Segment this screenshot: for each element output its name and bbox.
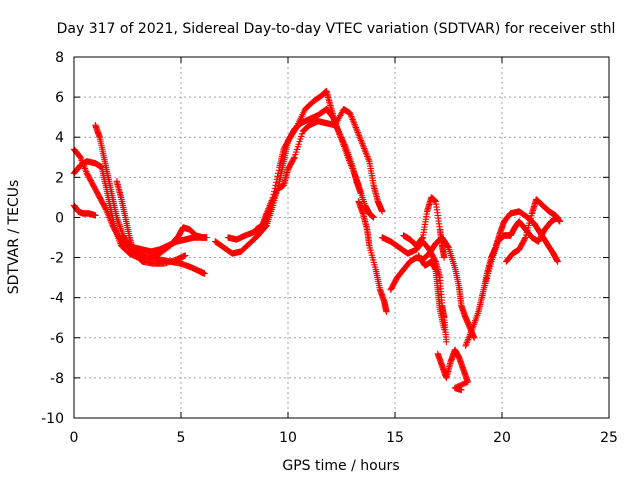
x-tick-label: 0 — [70, 430, 79, 446]
data-point — [431, 257, 439, 264]
series-track-m — [434, 346, 471, 394]
y-tick-label: 6 — [55, 90, 64, 106]
series-track-i — [355, 198, 390, 315]
series-track-o — [481, 214, 561, 289]
data-point — [201, 270, 208, 277]
data-point — [292, 124, 300, 132]
chart-title: Day 317 of 2021, Sidereal Day-to-day VTE… — [57, 21, 616, 37]
y-tick-labels: -10 -8 -6 -4 -2 0 2 4 6 8 — [41, 50, 64, 427]
data-point — [383, 308, 390, 315]
series-track-c — [70, 202, 99, 219]
y-tick-label: 8 — [55, 50, 64, 66]
data-point — [458, 386, 465, 394]
y-tick-label: -8 — [50, 371, 64, 387]
series-track-h — [252, 105, 386, 233]
series-track-g — [224, 87, 377, 243]
x-tick-labels: 0 5 10 15 20 25 — [70, 430, 618, 446]
data-point — [199, 234, 206, 241]
data-point — [182, 252, 189, 259]
data-point — [444, 243, 452, 250]
data-point — [470, 334, 478, 341]
data-point — [290, 155, 297, 162]
plot-frame — [73, 56, 610, 419]
y-tick-label: -2 — [50, 251, 64, 267]
y-tick-label: -4 — [50, 291, 64, 307]
data-point — [370, 214, 377, 221]
series-track-l — [400, 194, 448, 261]
y-axis-label: SDTVAR / TECUs — [6, 180, 22, 295]
data-point — [274, 173, 281, 180]
x-axis-label: GPS time / hours — [282, 458, 399, 474]
data-point — [441, 254, 448, 261]
data-point — [378, 208, 386, 215]
series-track-k — [387, 234, 478, 341]
data-point — [418, 235, 426, 242]
y-tick-label: -10 — [41, 411, 64, 427]
data-point — [275, 167, 282, 174]
data-point — [441, 326, 448, 333]
series-track-b — [70, 158, 206, 261]
data-point — [272, 182, 279, 189]
data-point — [273, 179, 280, 186]
series-layer — [70, 87, 563, 394]
x-tick-label: 5 — [177, 430, 186, 446]
x-tick-label: 25 — [600, 430, 618, 446]
y-tick-label: 0 — [55, 210, 64, 226]
x-tick-label: 15 — [386, 430, 404, 446]
axis-ticks — [73, 56, 610, 419]
y-tick-label: 2 — [55, 170, 64, 186]
data-point — [554, 258, 561, 265]
x-tick-label: 20 — [493, 430, 511, 446]
series-track-p — [503, 196, 563, 265]
grid — [74, 57, 609, 418]
y-tick-label: 4 — [55, 130, 64, 146]
data-point — [443, 338, 450, 345]
series-track-q — [415, 252, 448, 333]
data-point — [556, 218, 563, 225]
data-point — [102, 205, 109, 212]
data-point — [273, 176, 281, 183]
data-point — [274, 170, 282, 177]
data-point — [92, 212, 99, 219]
x-tick-label: 10 — [279, 430, 297, 446]
data-point — [521, 235, 529, 242]
y-tick-label: -6 — [50, 331, 64, 347]
series-track-e — [113, 178, 189, 267]
